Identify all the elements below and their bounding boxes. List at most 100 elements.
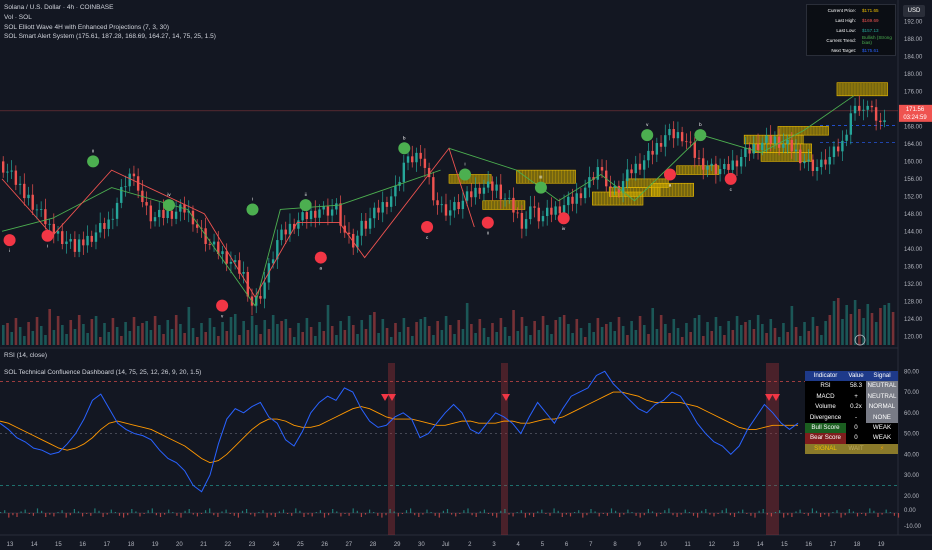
hist-bar (783, 513, 785, 518)
volume-bar (765, 333, 768, 345)
candle-body (377, 207, 380, 213)
volume-bar (52, 330, 56, 345)
wave-point-marker (246, 203, 259, 216)
volume-bar (368, 315, 372, 345)
volume-bar (554, 320, 558, 345)
hist-bar (438, 513, 440, 518)
candle-body (803, 161, 806, 164)
volume-bar (284, 319, 288, 345)
volume-bar (461, 329, 465, 345)
candle-body (69, 239, 72, 242)
hist-bar (590, 509, 592, 513)
hist-bar (524, 513, 526, 518)
replay-icon (854, 334, 866, 346)
hist-bar (114, 512, 116, 513)
volume-bar (432, 335, 435, 345)
wave-point-marker (3, 234, 16, 247)
hist-bar (758, 510, 760, 513)
volume-bar (849, 314, 853, 345)
candle-body (158, 209, 161, 218)
candle-body (849, 113, 853, 135)
hist-bar (131, 509, 133, 513)
volume-bar (195, 337, 199, 345)
volume-legend[interactable]: Vol · SOL (4, 14, 32, 21)
candle-body (415, 152, 418, 163)
volume-bar (255, 325, 258, 345)
volume-bar (98, 337, 102, 345)
rsi-tick-label: 40.00 (904, 452, 920, 458)
candle-body (52, 223, 56, 234)
hist-bar (225, 509, 227, 513)
wave-point-marker (421, 220, 434, 233)
volume-bar (828, 315, 832, 345)
hist-bar (820, 513, 822, 517)
hist-bar (53, 513, 55, 517)
volume-bar (491, 323, 494, 345)
hist-bar (213, 513, 215, 516)
candle-body (368, 218, 372, 229)
hist-bar (258, 512, 260, 513)
volume-bar (69, 320, 73, 345)
sell-triangle (388, 394, 396, 401)
volume-bar (166, 320, 170, 345)
hist-bar (418, 513, 420, 517)
hist-bar (446, 509, 449, 513)
dashboard-row: Volume 0.2x NORMAL (805, 402, 898, 413)
candle-body (727, 164, 730, 170)
candle-body (44, 209, 47, 225)
dashboard-legend[interactable]: SOL Technical Confluence Dashboard (14, … (4, 369, 202, 376)
candle-body (765, 135, 768, 143)
candle-body (499, 184, 503, 200)
hist-bar (401, 513, 403, 514)
candle-body (389, 196, 393, 207)
projection-zone (836, 82, 888, 97)
hist-bar (512, 513, 514, 517)
time-tick-label: 13 (733, 542, 740, 548)
candle-body (233, 260, 237, 262)
candle-body (14, 170, 18, 185)
candle-body (613, 185, 616, 188)
rsi-legend[interactable]: RSI (14, close) (4, 352, 47, 359)
volume-bar (394, 323, 397, 345)
volume-bar (61, 325, 64, 345)
volume-bar (44, 335, 47, 345)
dashboard-row: Divergence - NONE (805, 412, 898, 423)
volume-bar (14, 318, 18, 345)
candle-body (465, 191, 469, 201)
time-tick-label: 27 (345, 542, 352, 548)
hist-bar (680, 513, 682, 515)
candle-body (609, 186, 612, 188)
candle-body (107, 219, 110, 229)
time-tick-label: 15 (55, 542, 62, 548)
candle-body (453, 202, 456, 211)
symbol-legend[interactable]: Solana / U.S. Dollar · 4h · COINBASE (4, 4, 114, 11)
price-tick-label: 156.00 (904, 177, 923, 183)
hist-bar (168, 509, 170, 513)
smart-alert-legend[interactable]: SOL Smart Alert System (175.61, 187.28, … (4, 33, 216, 40)
volume-bar (815, 326, 819, 345)
time-tick-label: 4 (517, 542, 521, 548)
candle-body (879, 120, 882, 123)
hist-bar (487, 513, 490, 514)
candle-body (364, 220, 368, 229)
wave-point-marker (87, 155, 100, 168)
candle-body (136, 176, 140, 191)
volume-bar (710, 331, 714, 345)
candle-body (23, 183, 26, 199)
candle-body (862, 109, 865, 111)
elliott-wave-legend[interactable]: SOL Elliott Wave 4H with Enhanced Projec… (4, 24, 169, 31)
wave-point-label: i (252, 196, 253, 201)
hist-bar (684, 509, 686, 513)
volume-bar (668, 333, 671, 345)
hist-bar (631, 512, 633, 513)
volume-bar (567, 324, 570, 345)
volume-bar (638, 316, 642, 345)
currency-button[interactable]: USD (903, 5, 925, 17)
candle-body (718, 169, 722, 175)
time-tick-label: 16 (805, 542, 812, 548)
hist-bar (196, 513, 198, 517)
dashboard-signal: NEUTRAL (866, 381, 898, 392)
info-key: Current Price: (827, 7, 856, 13)
info-value: $169.69 (862, 17, 879, 23)
